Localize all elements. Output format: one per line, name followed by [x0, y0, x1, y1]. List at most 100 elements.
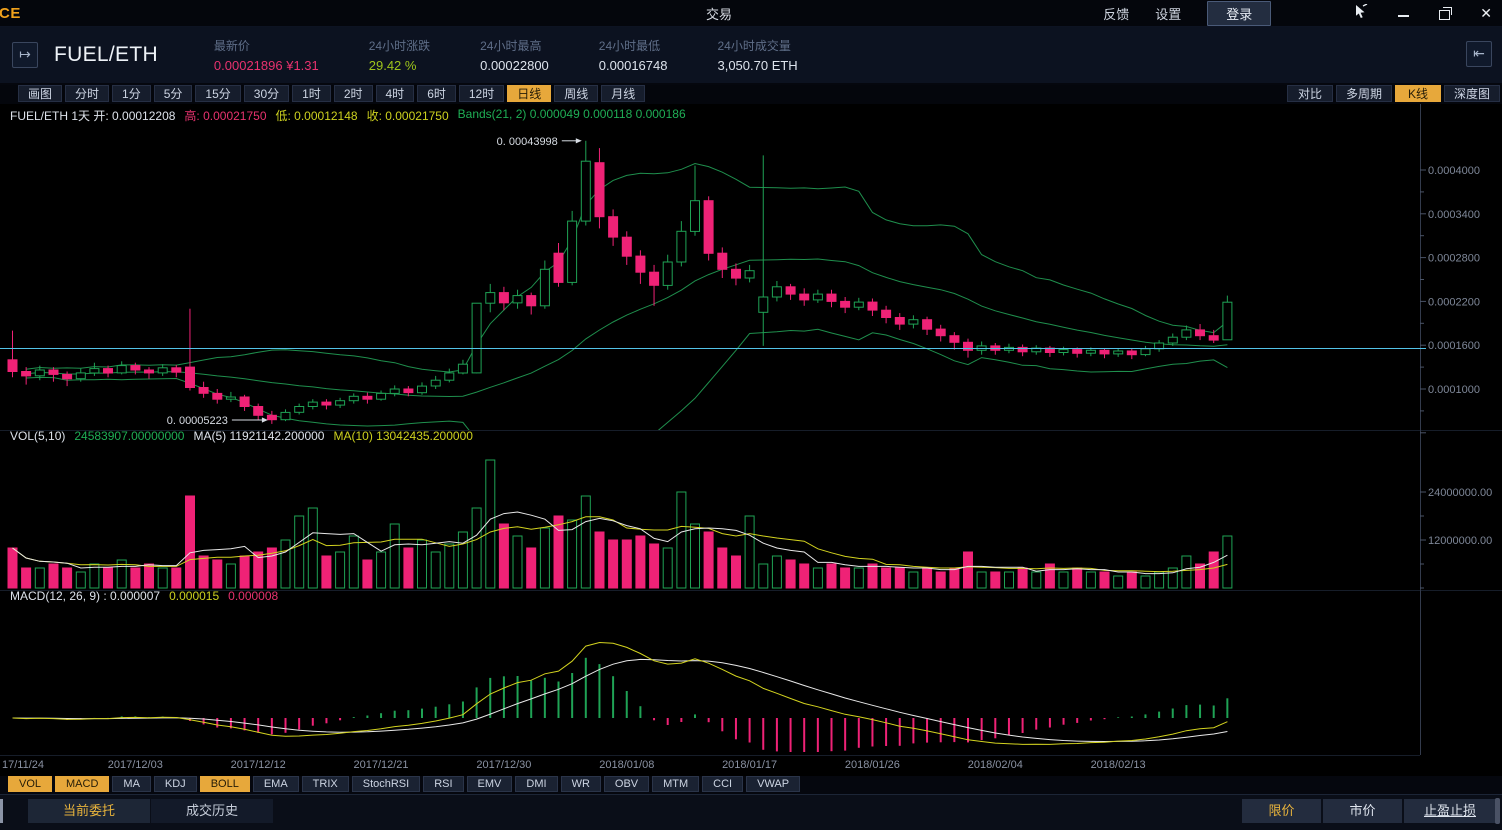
- tab-trade-history[interactable]: 成交历史: [151, 799, 273, 823]
- bollinger-bands: [26, 162, 1228, 430]
- window-controls: ✕: [1353, 3, 1492, 22]
- candles: [7, 140, 1233, 424]
- svg-text:0.0001000: 0.0001000: [1428, 384, 1480, 396]
- kline-chart[interactable]: 0.0004000 0.0003400 0.0002800 0.0002200 0.00…: [0, 104, 1502, 776]
- indicator-tab-8[interactable]: RSI: [423, 776, 464, 792]
- chart-mode-tab-1[interactable]: 多周期: [1335, 85, 1392, 102]
- chart-mode-tab-3[interactable]: 深度图: [1443, 85, 1500, 102]
- stat-label: 最新价: [213, 39, 250, 53]
- header-stat-3: 24小时最低 0.00016748: [599, 37, 668, 73]
- limit-order-button[interactable]: 限价: [1242, 799, 1321, 823]
- timeframe-tab-6[interactable]: 1时: [292, 85, 331, 102]
- chart-mode-tab-0[interactable]: 对比: [1286, 85, 1333, 102]
- chart-mode-tabs: 对比 多周期 K线 深度图: [1286, 85, 1500, 102]
- indicator-tab-15[interactable]: VWAP: [746, 776, 801, 792]
- svg-text:2018/02/13: 2018/02/13: [1091, 759, 1146, 771]
- timeframe-tab-11[interactable]: 日线: [507, 85, 552, 102]
- svg-text:12000000.00: 12000000.00: [1428, 535, 1492, 547]
- svg-text:0.0003400: 0.0003400: [1428, 209, 1480, 221]
- indicator-tabs: VOL MACD MA KDJ BOLL EMA TRIX StochRSI RSI EMV DMI…: [0, 776, 1502, 794]
- timeframe-tab-13[interactable]: 月线: [601, 85, 646, 102]
- timeframe-tab-1[interactable]: 分时: [65, 85, 110, 102]
- svg-text:2018/01/26: 2018/01/26: [845, 759, 900, 771]
- title-bar: CE 交易 反馈 设置 登录 ✕: [0, 0, 1502, 27]
- annotations: 0. 00043998 0. 00005223: [167, 136, 582, 427]
- macd-legend-part-2: 0.000008: [228, 589, 279, 603]
- window-title: 交易: [705, 6, 732, 22]
- timeframe-tab-2[interactable]: 1分: [112, 85, 151, 102]
- svg-text:2018/02/04: 2018/02/04: [968, 759, 1023, 771]
- header-stat-0: 最新价 0.00021896 ¥1.31: [214, 37, 319, 73]
- stat-value: 0.00016748: [598, 58, 668, 73]
- timeframe-tab-10[interactable]: 12时: [458, 85, 505, 102]
- indicator-tab-6[interactable]: TRIX: [301, 776, 349, 792]
- indicator-tab-11[interactable]: WR: [560, 776, 601, 792]
- left-scrollbar-sliver: [0, 799, 3, 823]
- minimize-icon[interactable]: [1398, 14, 1410, 17]
- timeframe-tab-3[interactable]: 5分: [153, 85, 193, 102]
- indicator-tab-0[interactable]: VOL: [8, 776, 53, 792]
- app-logo: CE: [0, 4, 21, 22]
- indicator-tab-13[interactable]: MTM: [652, 776, 700, 792]
- bottom-bar: 当前委托 成交历史 限价 市价 止盈止损: [0, 794, 1502, 830]
- macd-legend-part-1: 0.000015: [169, 589, 220, 603]
- svg-text:2017/12/21: 2017/12/21: [353, 759, 408, 771]
- timeframe-tab-12[interactable]: 周线: [554, 85, 599, 102]
- indicator-tab-12[interactable]: OBV: [603, 776, 650, 792]
- timeframe-tabs: 画图 分时 1分 5分 15分 30分 1时 2时 4时 6时 12时 日线 周线 月线: [18, 85, 646, 102]
- feedback-link[interactable]: 反馈: [1103, 6, 1130, 22]
- timeframe-tab-5[interactable]: 30分: [243, 85, 290, 102]
- svg-text:0. 00005223: 0. 00005223: [167, 415, 228, 427]
- indicator-tab-14[interactable]: CCI: [702, 776, 744, 792]
- svg-text:0. 00043998: 0. 00043998: [497, 136, 558, 148]
- symbol-header: ↦ FUEL/ETH 最新价 0.00021896 ¥1.31 24小时涨跌 29…: [0, 27, 1502, 83]
- volume-ma-lines: [12, 511, 1228, 575]
- svg-text:0.0002200: 0.0002200: [1428, 296, 1480, 308]
- indicator-tab-2[interactable]: MA: [112, 776, 151, 792]
- settings-link[interactable]: 设置: [1155, 6, 1182, 22]
- timeframe-tab-0[interactable]: 画图: [18, 85, 63, 102]
- svg-text:2018/01/17: 2018/01/17: [722, 759, 777, 771]
- indicator-tab-9[interactable]: EMV: [466, 776, 513, 792]
- svg-text:2017/12/12: 2017/12/12: [231, 759, 286, 771]
- symbol-name: FUEL/ETH: [54, 43, 158, 66]
- collapse-left-panel-icon[interactable]: ↦: [12, 42, 38, 68]
- stat-value: 0.00022800: [480, 58, 549, 73]
- header-stat-1: 24小时涨跌 29.42 %: [369, 37, 430, 73]
- stat-label: 24小时成交量: [717, 39, 791, 53]
- stat-value: 29.42 %: [368, 58, 417, 73]
- date-axis: 17/11/24 2017/12/03 2017/12/12 2017/12/21 20…: [2, 759, 1146, 771]
- volume-legend-part-0: VOL(5,10): [10, 429, 66, 443]
- tab-current-orders[interactable]: 当前委托: [28, 799, 150, 823]
- volume-legend-part-1: 24583907.00000000: [74, 429, 185, 443]
- volume-bars: [7, 459, 1233, 589]
- svg-text:0.0002800: 0.0002800: [1428, 253, 1480, 265]
- timeframe-tab-4[interactable]: 15分: [195, 85, 241, 102]
- volume-legend: VOL(5,10) 24583907.00000000 MA(5) 11921142…: [10, 429, 473, 443]
- timeframe-tab-8[interactable]: 4时: [375, 85, 415, 102]
- restore-icon[interactable]: [1439, 6, 1453, 20]
- indicator-tab-3[interactable]: KDJ: [153, 776, 197, 792]
- indicator-tab-7[interactable]: StochRSI: [351, 776, 421, 792]
- stop-order-button[interactable]: 止盈止损: [1404, 799, 1496, 823]
- login-button[interactable]: 登录: [1207, 0, 1272, 26]
- scrollbar-thumb[interactable]: [1495, 798, 1500, 824]
- indicator-tab-10[interactable]: DMI: [515, 776, 558, 792]
- stat-label: 24小时最低: [598, 39, 661, 53]
- indicator-tab-5[interactable]: EMA: [252, 776, 299, 792]
- chart-mode-tab-2[interactable]: K线: [1394, 85, 1441, 102]
- timeframe-tab-7[interactable]: 2时: [333, 85, 373, 102]
- market-order-button[interactable]: 市价: [1323, 799, 1402, 823]
- indicator-tab-1[interactable]: MACD: [55, 776, 110, 792]
- collapse-right-panel-icon[interactable]: ⇤: [1466, 41, 1492, 67]
- header-stat-4: 24小时成交量 3,050.70 ETH: [717, 37, 797, 73]
- svg-text:24000000.00: 24000000.00: [1428, 487, 1492, 499]
- pointer-mode-icon[interactable]: [1353, 3, 1368, 22]
- svg-text:2018/01/08: 2018/01/08: [599, 759, 654, 771]
- close-icon[interactable]: ✕: [1480, 5, 1492, 21]
- stat-label: 24小时涨跌: [368, 39, 431, 53]
- timeframe-tab-9[interactable]: 6时: [417, 85, 456, 102]
- svg-text:2017/12/03: 2017/12/03: [108, 759, 163, 771]
- indicator-tab-4[interactable]: BOLL: [199, 776, 250, 792]
